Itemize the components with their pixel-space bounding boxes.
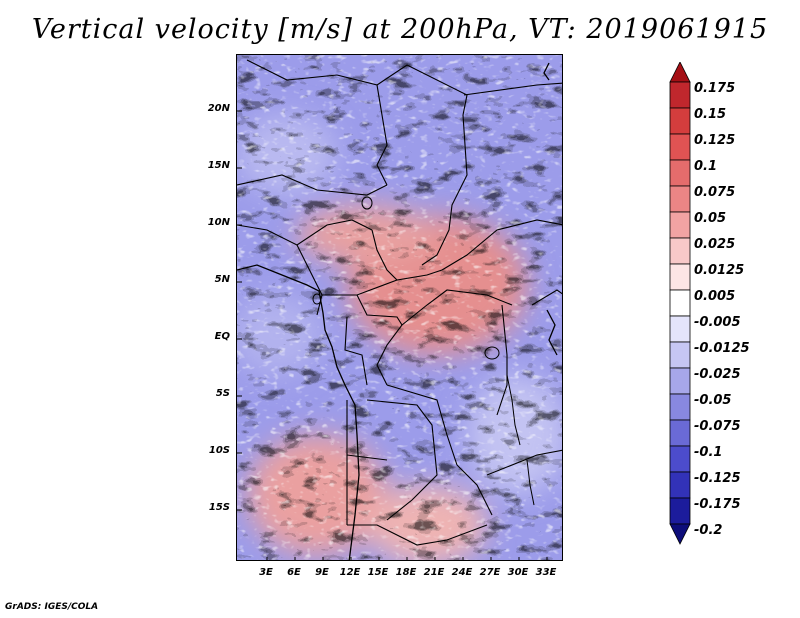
lat-label-15n: 15N (207, 160, 230, 171)
colorbar-swatch (669, 107, 691, 135)
lakes (312, 196, 535, 506)
colorbar-label-0.05: 0.05 (694, 211, 727, 226)
lon-label-15e: 15E (367, 567, 389, 578)
colorbar-label-neg-0.125: -0.125 (694, 471, 741, 486)
lat-label-5n: 5N (214, 274, 230, 285)
colorbar-swatch (669, 393, 691, 421)
colorbar-label-0.175: 0.175 (694, 81, 736, 96)
colorbar-label-0.025: 0.025 (694, 237, 736, 252)
colorbar-label-neg-0.0125: -0.0125 (694, 341, 750, 356)
colorbar-swatch (669, 315, 691, 343)
colorbar-label-neg-0.075: -0.075 (694, 419, 741, 434)
colorbar-label-neg-0.175: -0.175 (694, 497, 741, 512)
lon-label-30e: 30E (507, 567, 529, 578)
colorbar-label-neg-0.005: -0.005 (694, 315, 741, 330)
lon-label-6e: 6E (287, 567, 301, 578)
lon-label-27e: 27E (479, 567, 501, 578)
colorbar-label-neg-0.2: -0.2 (694, 523, 723, 538)
colorbar-swatch (669, 133, 691, 161)
grads-credit: GrADS: IGES/COLA (5, 602, 99, 612)
map-title: Vertical velocity [m/s] at 200hPa, VT: 2… (31, 14, 769, 45)
lat-label-10n: 10N (207, 217, 230, 228)
colorbar-swatch (669, 263, 691, 291)
colorbar-label-0.125: 0.125 (694, 133, 736, 148)
field-texture-light (237, 55, 562, 560)
lat-label-5s: 5S (215, 388, 230, 399)
country-borders (237, 59, 562, 546)
lon-label-18e: 18E (395, 567, 417, 578)
colorbar-swatch (669, 211, 691, 239)
lat-label-20n: 20N (207, 103, 230, 114)
axis-ticks (237, 110, 548, 560)
colorbar-label-neg-0.025: -0.025 (694, 367, 741, 382)
colorbar-label-0.15: 0.15 (694, 107, 727, 122)
lon-label-9e: 9E (315, 567, 329, 578)
colorbar-label-0.075: 0.075 (694, 185, 736, 200)
colorbar-label-0.1: 0.1 (694, 159, 718, 174)
colorbar-label-neg-0.05: -0.05 (694, 393, 732, 408)
colorbar-cap-top (669, 62, 691, 83)
colorbar-swatch (669, 471, 691, 499)
colorbar-swatch (669, 341, 691, 369)
lat-label-10s: 10S (208, 445, 230, 456)
lat-label-15s: 15S (208, 502, 230, 513)
lon-label-3e: 3E (259, 567, 273, 578)
coastline (237, 62, 558, 560)
colorbar-swatch (669, 289, 691, 317)
lon-label-21e: 21E (423, 567, 445, 578)
colorbar-label-0.005: 0.005 (694, 289, 736, 304)
colorbar-label-0.0125: 0.0125 (694, 263, 745, 278)
map-canvas (237, 55, 562, 560)
lon-label-24e: 24E (451, 567, 473, 578)
colorbar-swatch (669, 81, 691, 109)
map-panel (236, 54, 563, 561)
colorbar-swatch (669, 367, 691, 395)
lat-label-eq: EQ (214, 331, 230, 342)
colorbar-swatch (669, 419, 691, 447)
colorbar-swatch (669, 159, 691, 187)
lon-label-12e: 12E (339, 567, 361, 578)
colorbar (669, 62, 691, 545)
colorbar-cap-bottom (669, 523, 691, 545)
colorbar-swatch (669, 445, 691, 473)
colorbar-label-neg-0.1: -0.1 (694, 445, 723, 460)
colorbar-swatch (669, 185, 691, 213)
colorbar-swatch (669, 497, 691, 525)
colorbar-swatch (669, 237, 691, 265)
lon-label-33e: 33E (535, 567, 557, 578)
